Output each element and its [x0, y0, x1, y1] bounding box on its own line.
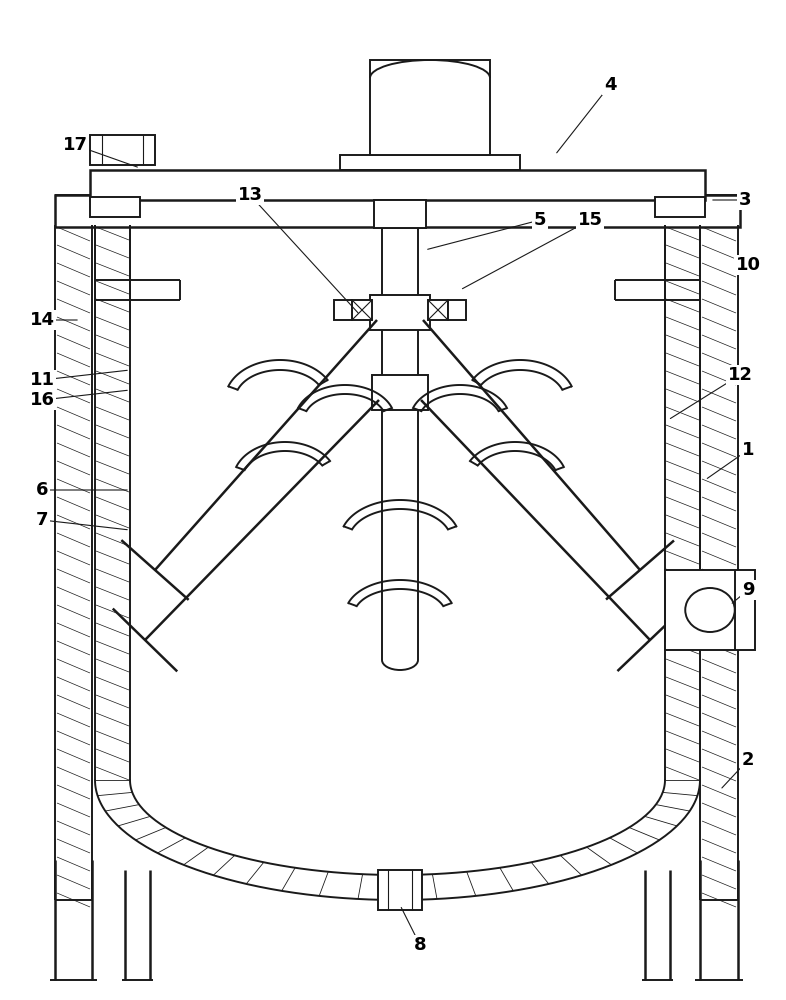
Bar: [90, 135, 155, 165]
Text: 15: 15: [578, 211, 603, 229]
Text: 2: 2: [742, 751, 755, 769]
Bar: [55, 195, 740, 227]
Text: 17: 17: [63, 136, 87, 154]
Text: 10: 10: [736, 256, 761, 274]
Text: 3: 3: [739, 191, 751, 209]
Bar: [374, 200, 426, 228]
Bar: [372, 375, 428, 410]
Text: 4: 4: [604, 76, 616, 94]
Text: 14: 14: [30, 311, 54, 329]
Bar: [90, 197, 140, 217]
Text: 9: 9: [742, 581, 755, 599]
Bar: [370, 295, 430, 330]
Text: 7: 7: [35, 511, 48, 529]
Text: 8: 8: [413, 936, 426, 954]
Text: 12: 12: [728, 366, 752, 384]
Text: 13: 13: [237, 186, 263, 204]
Bar: [428, 300, 448, 320]
Text: 16: 16: [30, 391, 54, 409]
Bar: [90, 170, 705, 200]
Text: 5: 5: [534, 211, 546, 229]
Text: 11: 11: [30, 371, 54, 389]
Bar: [655, 197, 705, 217]
Bar: [378, 870, 422, 910]
Bar: [448, 300, 466, 320]
Bar: [370, 60, 490, 155]
Bar: [340, 155, 520, 170]
Text: 6: 6: [35, 481, 48, 499]
Bar: [665, 570, 755, 650]
Bar: [352, 300, 372, 320]
Text: 1: 1: [742, 441, 755, 459]
Bar: [334, 300, 352, 320]
